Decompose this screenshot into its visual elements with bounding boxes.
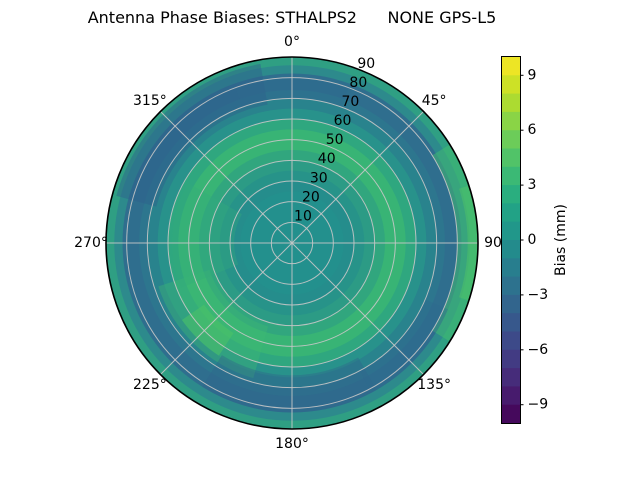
colorbar-tick-label: 6 [528,122,537,138]
radial-tick-label: 90 [357,56,375,72]
radial-tick-label: 10 [294,209,312,225]
polar-spine [105,56,479,430]
colorbar-band [502,166,520,186]
radial-tick-label: 40 [318,151,336,167]
angular-tick-label: 225° [133,377,167,393]
colorbar-band [502,294,520,314]
colorbar-band [502,276,520,296]
plot-title: Antenna Phase Biases: STHALPS2 NONE GPS-… [87,8,497,27]
grid-spoke [160,242,293,375]
bias-anomaly-patch [202,355,377,413]
colorbar-label: Bias (mm) [553,204,569,276]
colorbar-band [502,331,520,351]
colorbar-band [502,240,520,259]
radial-tick-labels: 10 20 30 40 50 60 70 80 90 [294,56,375,225]
colorbar-band [502,386,520,406]
colorbar-tick-label: −6 [528,342,549,358]
angular-tick-labels: 0° 45° 90 135° 180° 225° 270° 315° [74,34,502,452]
grid-spoke [160,111,293,244]
colorbar-bands [501,56,521,424]
radial-tick-label: 30 [310,170,328,186]
radial-tick-label: 70 [342,94,360,110]
angular-tick-label: 90 [484,235,502,251]
colorbar-band [502,368,520,387]
polar-grid [106,57,478,429]
colorbar-band [502,258,520,278]
angular-tick-label: 0° [284,34,300,50]
colorbar-band [502,349,520,369]
radial-tick-label: 80 [349,75,367,91]
colorbar-band [502,185,520,204]
radial-tick-label: 60 [334,113,352,129]
bias-anomaly-patch [172,183,242,288]
colorbar-band [502,57,520,76]
bias-anomaly-patch [116,63,268,207]
colorbar-ticks: 9 6 3 0 −3 −6 −9 [520,67,549,413]
angular-tick-label: 270° [74,235,108,251]
colorbar-tick-label: 3 [528,177,537,193]
colorbar-band [502,111,520,131]
colorbar-band [502,203,520,223]
colorbar-band [502,313,520,332]
grid-spoke [291,242,424,375]
colorbar-band [502,148,520,168]
colorbar-tick-label: −9 [528,397,549,413]
angular-tick-label: 45° [422,93,447,109]
grid-spoke [291,111,424,244]
colorbar-band [502,221,520,241]
colorbar-band [502,75,520,95]
radial-tick-label: 50 [326,132,344,148]
bias-anomaly-patch [181,304,234,356]
colorbar-band [502,404,520,424]
colorbar-tick-label: 9 [528,67,537,83]
colorbar-group: 9 6 3 0 −3 −6 −9 Bias (mm) [501,56,569,424]
bias-anomaly-patch [432,144,478,342]
polar-outline [105,56,479,430]
angular-tick-label: 135° [417,377,451,393]
angular-tick-label: 315° [133,93,167,109]
colorbar-tick-label: −3 [528,287,549,303]
radial-tick-label: 20 [302,189,320,205]
colorbar-tick-label: 0 [528,232,537,248]
angular-tick-label: 180° [275,436,309,452]
bias-anomaly-patch [359,299,448,393]
colorbar-band [502,130,520,149]
colorbar-band [502,93,520,113]
